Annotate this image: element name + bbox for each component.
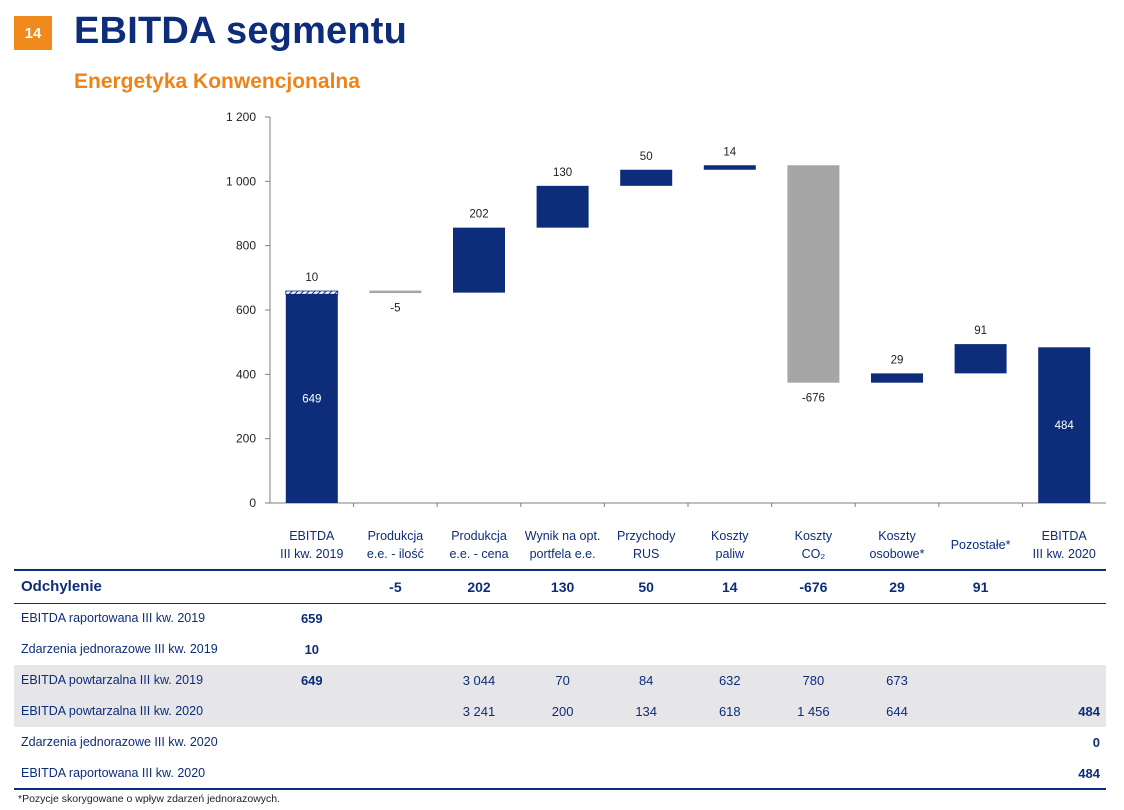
table-row: EBITDA powtarzalna III kw. 2019 649 3 044 7… bbox=[14, 665, 1106, 696]
waterfall-chart: 0 200 400 600 800 1 000 1 200 649 10 -5 202 130 50 1… bbox=[226, 110, 1106, 510]
table-cell: 673 bbox=[886, 673, 908, 688]
category-label: Przychody RUS bbox=[617, 529, 676, 561]
page-number-badge: 14 bbox=[14, 16, 52, 50]
positive-delta-bar bbox=[536, 185, 589, 228]
total-bar bbox=[1038, 347, 1091, 503]
table-cell: 0 bbox=[1092, 735, 1100, 750]
total-bar-value-label: 484 bbox=[1055, 420, 1075, 432]
category-label: Wynik na opt. portfela e.e. bbox=[524, 529, 601, 561]
delta-value-label: 130 bbox=[553, 167, 572, 179]
table-bottom-rule bbox=[14, 788, 1106, 790]
deviation-value: 29 bbox=[889, 579, 905, 595]
category-label: Produkcja e.e. - cena bbox=[449, 529, 509, 561]
delta-value-label: 50 bbox=[640, 151, 653, 163]
table-cell: 618 bbox=[718, 704, 741, 719]
delta-value-label: 202 bbox=[469, 209, 488, 221]
y-tick-label: 400 bbox=[236, 367, 256, 381]
table-row-label: EBITDA powtarzalna III kw. 2020 bbox=[21, 704, 204, 718]
one-off-events-value-label: 10 bbox=[305, 272, 318, 284]
table-cell: 484 bbox=[1078, 766, 1100, 781]
y-tick-label: 600 bbox=[236, 303, 256, 317]
category-label: Koszty CO₂ bbox=[794, 529, 833, 561]
table-row-label: Zdarzenia jednorazowe III kw. 2019 bbox=[21, 642, 218, 656]
table-cell: 780 bbox=[802, 673, 825, 688]
table-cell: 3 241 bbox=[462, 704, 496, 719]
deviation-value: -676 bbox=[799, 579, 828, 595]
page-title: EBITDA segmentu bbox=[74, 10, 408, 52]
table-cell: 134 bbox=[635, 704, 658, 719]
table-cell: 484 bbox=[1078, 704, 1100, 719]
deviation-value: 202 bbox=[467, 579, 491, 595]
category-label: Produkcja e.e. - ilość bbox=[366, 529, 424, 561]
positive-delta-bar bbox=[871, 373, 923, 383]
positive-delta-bar bbox=[954, 344, 1007, 374]
table-row: Zdarzenia jednorazowe III kw. 2020 0 bbox=[14, 727, 1106, 758]
y-tick-label: 1 000 bbox=[226, 174, 256, 188]
category-label: EBITDA III kw. 2019 bbox=[280, 529, 344, 561]
deviation-value: 130 bbox=[550, 579, 575, 595]
category-label: EBITDA III kw. 2020 bbox=[1032, 529, 1096, 561]
table-cell: 70 bbox=[555, 673, 570, 688]
total-bar bbox=[285, 294, 338, 503]
negative-delta-bar bbox=[787, 165, 840, 383]
table-cell: 10 bbox=[304, 642, 320, 657]
table-cell: 3 044 bbox=[462, 673, 496, 688]
table-row: Zdarzenia jednorazowe III kw. 2019 10 bbox=[14, 634, 1106, 665]
deviation-value: 14 bbox=[722, 579, 738, 595]
y-tick-label: 1 200 bbox=[226, 110, 256, 124]
table-cell: 1 456 bbox=[797, 704, 830, 719]
delta-value-label: -676 bbox=[802, 393, 825, 405]
table-row: EBITDA raportowana III kw. 2019 659 bbox=[14, 603, 1106, 634]
total-bar-value-label: 649 bbox=[302, 394, 321, 406]
table-cell: 84 bbox=[638, 673, 654, 688]
positive-delta-bar bbox=[703, 165, 756, 170]
positive-delta-bar bbox=[620, 169, 673, 186]
table-row-label: Zdarzenia jednorazowe III kw. 2020 bbox=[21, 735, 218, 749]
table-cell: 200 bbox=[551, 704, 574, 719]
category-label: Koszty paliw bbox=[711, 529, 749, 561]
delta-value-label: 14 bbox=[723, 146, 736, 158]
table-row-label: EBITDA powtarzalna III kw. 2019 bbox=[21, 673, 204, 687]
footnote: *Pozycje skorygowane o wpływ zdarzeń jed… bbox=[18, 793, 281, 805]
page-subtitle: Energetyka Konwencjonalna bbox=[74, 70, 360, 93]
one-off-events-bar-segment bbox=[285, 290, 339, 295]
table-cell: 632 bbox=[718, 673, 741, 688]
delta-value-label: 29 bbox=[891, 354, 904, 366]
positive-delta-bar bbox=[453, 227, 505, 293]
negative-delta-bar bbox=[369, 290, 422, 294]
delta-value-label: -5 bbox=[390, 303, 400, 315]
delta-value-label: 91 bbox=[974, 325, 987, 337]
table-cell: 659 bbox=[300, 611, 323, 626]
table-cell: 649 bbox=[300, 673, 323, 688]
category-label: Pozostałe* bbox=[950, 538, 1011, 552]
y-tick-label: 0 bbox=[249, 496, 256, 510]
deviation-value: 91 bbox=[972, 579, 989, 595]
deviation-label: Odchylenie bbox=[21, 578, 102, 595]
table-row: EBITDA raportowana III kw. 2020 484 bbox=[14, 758, 1106, 789]
deviation-value: -5 bbox=[389, 579, 402, 595]
y-tick-label: 200 bbox=[236, 432, 256, 446]
y-tick-label: 800 bbox=[236, 239, 256, 253]
deviation-row: Odchylenie -5 202 130 50 14 -676 29 91 bbox=[14, 569, 1106, 604]
table-row: EBITDA powtarzalna III kw. 2020 3 241 200 1… bbox=[14, 696, 1106, 727]
table-cell: 644 bbox=[886, 704, 908, 719]
table-row-label: EBITDA raportowana III kw. 2019 bbox=[21, 611, 206, 625]
deviation-value: 50 bbox=[638, 579, 654, 595]
table-row-label: EBITDA raportowana III kw. 2020 bbox=[21, 766, 206, 780]
category-label: Koszty osobowe* bbox=[869, 529, 925, 561]
